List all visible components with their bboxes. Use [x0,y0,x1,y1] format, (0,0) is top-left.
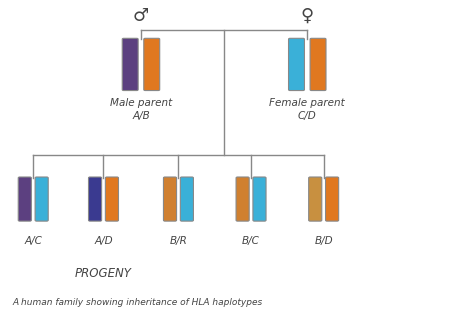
FancyBboxPatch shape [326,177,338,221]
Text: A/D: A/D [94,236,113,247]
FancyBboxPatch shape [289,38,304,90]
Text: PROGENY: PROGENY [75,267,132,280]
Text: Male parent
A/B: Male parent A/B [110,98,172,121]
FancyBboxPatch shape [122,38,138,90]
Text: B/D: B/D [314,236,333,247]
FancyBboxPatch shape [236,177,249,221]
FancyBboxPatch shape [89,177,101,221]
Text: B/C: B/C [242,236,260,247]
Text: ♂: ♂ [133,7,149,25]
FancyBboxPatch shape [309,177,322,221]
Text: Female parent
C/D: Female parent C/D [269,98,345,121]
FancyBboxPatch shape [144,38,160,90]
FancyBboxPatch shape [164,177,177,221]
FancyBboxPatch shape [253,177,266,221]
FancyBboxPatch shape [18,177,31,221]
Text: ♀: ♀ [301,7,314,25]
Text: B/R: B/R [170,236,187,247]
FancyBboxPatch shape [105,177,118,221]
Text: A human family showing inheritance of HLA haplotypes: A human family showing inheritance of HL… [12,298,263,307]
FancyBboxPatch shape [180,177,193,221]
FancyBboxPatch shape [35,177,48,221]
Text: A/C: A/C [24,236,42,247]
FancyBboxPatch shape [310,38,326,90]
